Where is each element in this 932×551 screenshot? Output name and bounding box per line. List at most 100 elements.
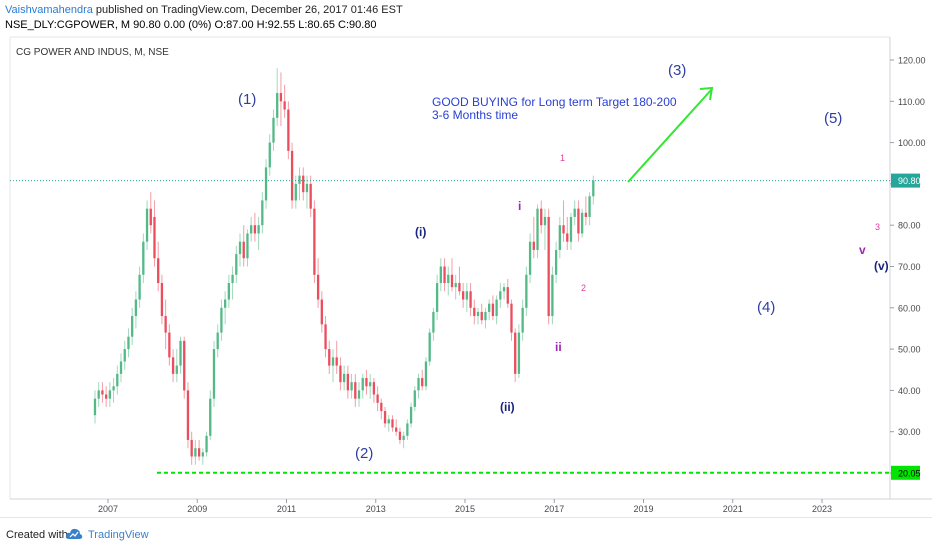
candle: [216, 324, 219, 358]
candle-body: [525, 274, 528, 308]
candle-body: [108, 390, 112, 399]
candle-body: [339, 365, 342, 383]
candle-body: [391, 419, 394, 428]
wave-sub-i-label: (i): [415, 225, 426, 239]
candle: [272, 109, 275, 151]
candle-body: [101, 390, 104, 395]
candle: [458, 266, 461, 296]
candle: [131, 307, 134, 345]
candle-body: [551, 274, 554, 317]
y-tick-label: 110.00: [898, 97, 925, 107]
tradingview-brand-link[interactable]: TradingView: [88, 529, 149, 541]
candle-body: [532, 241, 535, 250]
candle-body: [402, 435, 405, 440]
candle: [197, 439, 201, 461]
candle-body: [268, 142, 271, 168]
candle-body: [242, 241, 245, 259]
candle-body: [335, 357, 338, 366]
support-badge: [891, 465, 920, 480]
candle-body: [160, 283, 164, 317]
candle: [502, 283, 506, 300]
candle: [276, 68, 279, 127]
x-tick-label: 2015: [455, 504, 475, 514]
candle-body: [346, 373, 350, 391]
candle-body: [320, 299, 323, 325]
candle-body: [454, 283, 457, 288]
candle: [547, 208, 550, 325]
candle-body: [97, 390, 100, 399]
candle: [116, 365, 119, 395]
candle: [554, 241, 558, 284]
wave-1-label: (1): [238, 91, 256, 108]
candle-body: [190, 439, 193, 457]
wave-3-label: (3): [668, 62, 686, 79]
candle-body: [588, 196, 591, 217]
candle-body: [309, 183, 312, 209]
candle-body: [502, 287, 506, 292]
candle-body: [276, 93, 279, 118]
candle: [227, 274, 231, 308]
candle: [417, 373, 420, 399]
candle-body: [250, 225, 253, 234]
candle-body: [227, 283, 231, 300]
candle-body: [369, 382, 372, 387]
candle-body: [447, 274, 450, 284]
candle: [168, 324, 171, 366]
tradingview-cloud-icon: [65, 528, 83, 539]
candle-body: [290, 150, 294, 201]
candle-body: [361, 378, 364, 391]
candle-body: [253, 225, 257, 234]
candle: [309, 175, 312, 217]
candle-body: [220, 307, 223, 333]
candle: [171, 349, 175, 383]
candle: [223, 291, 227, 325]
candle: [491, 295, 495, 321]
candle-body: [350, 382, 353, 391]
candle-body: [238, 241, 242, 255]
created-with-text: Created with: [6, 529, 68, 541]
x-tick-label: 2009: [187, 504, 207, 514]
candle: [164, 299, 167, 350]
candle: [454, 274, 457, 300]
candle-body: [157, 258, 160, 284]
candle: [510, 299, 513, 341]
candle-body: [153, 216, 156, 259]
candle: [369, 373, 372, 399]
publish-info: Vaishvamahendra published on TradingView…: [5, 4, 403, 16]
candle-body: [558, 225, 561, 250]
candle-body: [272, 117, 275, 143]
candle: [324, 316, 327, 358]
candle: [264, 159, 268, 209]
candle: [123, 340, 126, 370]
candle: [250, 216, 253, 242]
price-axis: 120.00110.00100.0090.0080.0070.0060.0050…: [890, 56, 926, 479]
x-tick-label: 2007: [98, 504, 118, 514]
candle-body: [342, 373, 346, 383]
candle: [495, 295, 498, 325]
candle: [287, 101, 290, 160]
candle: [428, 328, 431, 366]
candle-body: [171, 357, 175, 374]
candle: [183, 336, 186, 399]
candle: [406, 419, 409, 440]
candle-body: [235, 254, 238, 275]
candle-body: [186, 390, 190, 440]
candle-body: [458, 283, 461, 292]
y-tick-label: 30.00: [898, 427, 921, 437]
candle: [521, 299, 524, 341]
candle-body: [491, 303, 495, 317]
candle-body: [302, 175, 305, 193]
candle: [402, 431, 405, 449]
candle-body: [131, 316, 134, 337]
candle: [238, 233, 242, 267]
candle: [253, 212, 257, 242]
target-arrow: [627, 86, 714, 183]
candle: [439, 258, 442, 292]
candle-body: [547, 216, 550, 317]
candle-body: [354, 382, 357, 399]
price-chart[interactable]: CG POWER AND INDUS, M, NSE 120.00 110.00 1…: [0, 0, 932, 517]
author-link[interactable]: Vaishvamahendra: [5, 4, 93, 16]
candle: [246, 229, 249, 267]
candle-body: [580, 212, 584, 234]
candle-body: [104, 394, 108, 399]
